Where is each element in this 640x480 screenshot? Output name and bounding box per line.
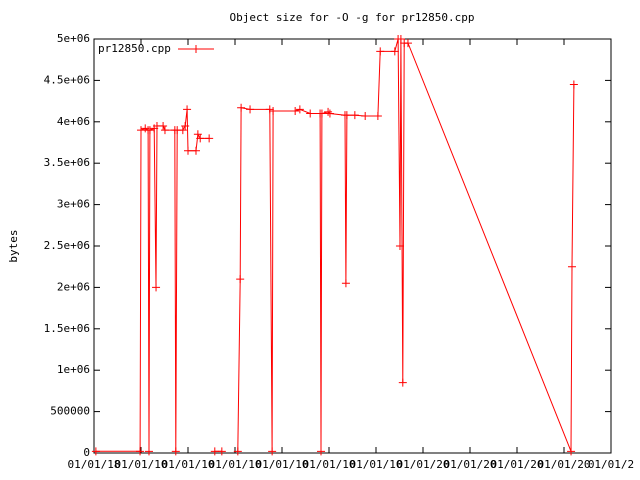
point-marker [361, 112, 370, 121]
x-tick-label: 01/01/10 [256, 458, 309, 471]
point-marker [306, 109, 315, 118]
x-tick-label: 01/01/2 [588, 458, 634, 471]
x-tick-label: 01/01/10 [115, 458, 168, 471]
point-marker [317, 447, 326, 456]
x-tick-label: 01/01/10 [303, 458, 356, 471]
chart-title: Object size for -O -g for pr12850.cpp [229, 11, 474, 24]
point-marker [325, 109, 334, 118]
y-tick-label: 1e+06 [57, 363, 90, 376]
y-tick-label: 4.5e+06 [44, 73, 90, 86]
point-marker [152, 283, 161, 292]
point-marker [291, 107, 300, 116]
point-marker [137, 126, 145, 135]
y-axis-label: bytes [7, 229, 20, 262]
x-tick-label: 01/01/10 [209, 458, 262, 471]
point-marker [183, 105, 192, 114]
y-tick-label: 500000 [50, 405, 90, 418]
point-marker [193, 130, 202, 139]
point-marker [373, 112, 382, 121]
point-marker [317, 109, 326, 118]
x-tick-label: 01/01/20 [491, 458, 544, 471]
point-marker [341, 279, 350, 288]
y-tick-label: 2e+06 [57, 280, 90, 293]
y-tick-label: 1.5e+06 [44, 322, 90, 335]
point-marker [396, 35, 405, 43]
point-marker [191, 146, 200, 155]
point-marker [91, 447, 100, 456]
point-marker [210, 447, 219, 456]
point-marker [246, 105, 255, 114]
y-tick-label: 3.5e+06 [44, 156, 90, 169]
x-tick-label: 01/01/10 [162, 458, 215, 471]
x-tick-label: 01/01/10 [350, 458, 403, 471]
point-marker [196, 134, 205, 143]
point-marker [567, 262, 576, 271]
x-tick-label: 01/01/20 [444, 458, 497, 471]
y-tick-label: 3e+06 [57, 198, 90, 211]
point-marker [567, 447, 576, 456]
point-marker [395, 242, 404, 250]
point-marker [184, 146, 192, 155]
point-marker [178, 126, 187, 135]
point-marker [398, 378, 407, 387]
point-marker [159, 121, 168, 130]
point-marker [376, 47, 385, 56]
point-marker [136, 447, 145, 456]
point-marker [205, 134, 214, 143]
point-marker [342, 111, 351, 120]
point-marker [233, 447, 242, 456]
y-tick-label: 4e+06 [57, 115, 90, 128]
point-marker [269, 107, 278, 116]
point-marker [295, 105, 304, 114]
series-line [95, 38, 575, 452]
point-marker [160, 126, 169, 135]
y-tick-label: 5e+06 [57, 32, 90, 45]
point-marker [324, 107, 333, 116]
y-tick-label: 2.5e+06 [44, 239, 90, 252]
x-tick-label: 01/01/18 [68, 458, 121, 471]
legend-marker [192, 45, 200, 53]
y-tick-label: 0 [83, 446, 90, 459]
point-marker [403, 39, 412, 48]
point-marker [144, 447, 153, 456]
x-tick-label: 01/01/20 [397, 458, 450, 471]
point-marker [171, 447, 180, 456]
point-marker [237, 103, 246, 112]
point-marker [265, 105, 274, 114]
point-marker [268, 447, 277, 456]
point-marker [181, 121, 190, 130]
point-marker [145, 126, 154, 135]
point-marker [350, 111, 359, 120]
x-tick-label: 01/01/20 [538, 458, 591, 471]
legend-label: pr12850.cpp [98, 42, 171, 55]
point-marker [217, 447, 226, 456]
point-marker [390, 47, 399, 56]
plot-border [93, 38, 612, 454]
point-marker [569, 80, 578, 89]
point-marker [236, 275, 245, 284]
